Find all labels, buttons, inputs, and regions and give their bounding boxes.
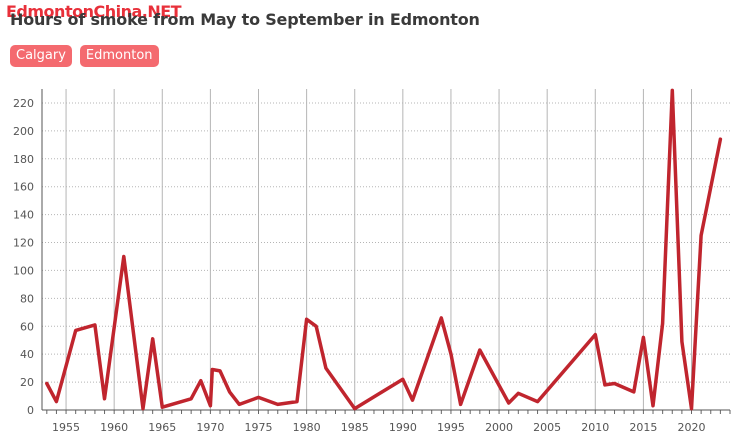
data-point xyxy=(642,336,644,338)
data-point xyxy=(671,89,673,91)
x-tick-label: 2005 xyxy=(533,421,561,434)
city-tabs: Calgary Edmonton xyxy=(10,45,159,67)
data-point xyxy=(402,378,404,380)
x-tick-label: 1965 xyxy=(148,421,176,434)
data-point xyxy=(46,382,48,384)
y-tick-label: 120 xyxy=(13,237,34,250)
data-point xyxy=(306,318,308,320)
data-point xyxy=(450,353,452,355)
data-point xyxy=(200,380,202,382)
data-point xyxy=(662,322,664,324)
y-tick-label: 40 xyxy=(20,348,34,361)
data-point xyxy=(152,338,154,340)
x-tick-label: 1955 xyxy=(52,421,80,434)
data-point xyxy=(652,405,654,407)
data-point xyxy=(75,329,77,331)
data-point xyxy=(719,138,721,140)
data-point xyxy=(258,396,260,398)
y-tick-label: 160 xyxy=(13,181,34,194)
data-point xyxy=(190,398,192,400)
tick-labels: 0 20 40 60 80 100 120 140 160 180 200 220 1955 1960 19… xyxy=(13,97,706,434)
data-point xyxy=(219,370,221,372)
data-point xyxy=(55,401,57,403)
grid xyxy=(42,89,730,410)
x-tick-label: 1975 xyxy=(245,421,273,434)
data-point xyxy=(460,403,462,405)
data-point xyxy=(691,408,693,410)
data-point xyxy=(123,255,125,257)
x-tick-label: 1970 xyxy=(196,421,224,434)
data-point xyxy=(209,405,211,407)
x-tick-label: 1960 xyxy=(100,421,128,434)
series-line xyxy=(45,88,723,411)
y-tick-label: 20 xyxy=(20,376,34,389)
x-tick-label: 2020 xyxy=(678,421,706,434)
chart-title: Hours of smoke from May to September in … xyxy=(10,10,480,29)
data-point xyxy=(142,408,144,410)
data-point xyxy=(354,408,356,410)
data-point xyxy=(94,324,96,326)
data-point xyxy=(614,382,616,384)
y-tick-label: 0 xyxy=(27,404,34,417)
data-point xyxy=(633,391,635,393)
x-tick-label: 1985 xyxy=(341,421,369,434)
data-point xyxy=(229,391,231,393)
x-tick-label: 2015 xyxy=(629,421,657,434)
tab-calgary[interactable]: Calgary xyxy=(10,45,72,67)
y-tick-label: 220 xyxy=(13,97,34,110)
data-point xyxy=(681,341,683,343)
y-tick-label: 60 xyxy=(20,320,34,333)
data-point xyxy=(315,325,317,327)
data-point xyxy=(325,367,327,369)
axes xyxy=(41,89,731,414)
watermark: EdmontonChina.NET xyxy=(6,2,182,21)
x-tick-label: 2000 xyxy=(485,421,513,434)
data-point xyxy=(479,349,481,351)
y-tick-label: 100 xyxy=(13,264,34,277)
data-point xyxy=(604,384,606,386)
data-point xyxy=(277,403,279,405)
data-point xyxy=(211,369,213,371)
series-layer xyxy=(45,88,723,411)
y-tick-label: 180 xyxy=(13,153,34,166)
x-tick-label: 1980 xyxy=(293,421,321,434)
x-tick-label: 1995 xyxy=(437,421,465,434)
data-point xyxy=(161,406,163,408)
data-point xyxy=(238,403,240,405)
y-tick-label: 80 xyxy=(20,292,34,305)
data-point xyxy=(537,401,539,403)
data-point xyxy=(508,402,510,404)
data-point xyxy=(700,235,702,237)
x-tick-label: 1990 xyxy=(389,421,417,434)
y-tick-label: 200 xyxy=(13,125,34,138)
data-point xyxy=(517,392,519,394)
data-point xyxy=(440,317,442,319)
data-point xyxy=(296,401,298,403)
data-point xyxy=(411,399,413,401)
data-point xyxy=(594,334,596,336)
y-tick-label: 140 xyxy=(13,209,34,222)
x-tick-label: 2010 xyxy=(581,421,609,434)
tab-edmonton[interactable]: Edmonton xyxy=(79,45,159,67)
data-point xyxy=(104,398,106,400)
